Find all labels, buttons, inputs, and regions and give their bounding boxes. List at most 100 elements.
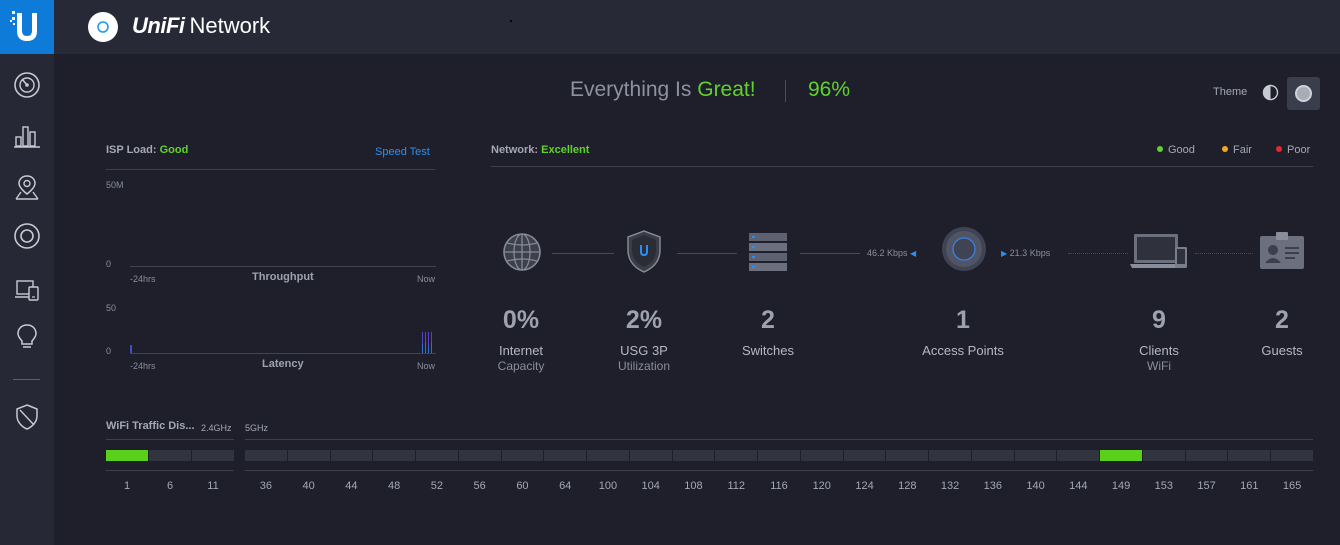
legend-poor-label: Poor	[1287, 144, 1311, 156]
usg-sub: Utilization	[617, 359, 671, 373]
channel-cell-100[interactable]	[587, 450, 629, 461]
internet-node[interactable]	[502, 232, 542, 277]
unifi-app-icon[interactable]	[87, 11, 119, 43]
latency-caption: Latency	[262, 358, 304, 370]
channel-cell-128[interactable]	[886, 450, 929, 461]
nav-dashboard[interactable]	[12, 70, 42, 100]
latency-bars	[422, 332, 432, 353]
channel-cell-11[interactable]	[192, 450, 234, 461]
nav-clients[interactable]	[12, 274, 42, 304]
channel-cell-161[interactable]	[1228, 450, 1271, 461]
nav-map[interactable]	[12, 172, 42, 202]
channel-cell-36[interactable]	[245, 450, 287, 461]
usg-utilization-value: 2%	[625, 306, 663, 334]
guests-node[interactable]	[1259, 232, 1305, 275]
channel-cell-52[interactable]	[416, 450, 458, 461]
status-score: 96%	[808, 78, 851, 101]
channel-label-161: 161	[1240, 480, 1259, 492]
speed-test-link[interactable]: Speed Test	[375, 146, 430, 158]
legend-good-label: Good	[1168, 144, 1195, 156]
clients-icon	[15, 280, 39, 301]
channel-cell-140[interactable]	[1014, 450, 1057, 461]
channel-label-60: 60	[516, 480, 529, 492]
band-24ghz-label: 2.4GHz	[201, 423, 232, 433]
brand-unifi: UniFi	[132, 13, 185, 38]
isp-load-value: Good	[159, 144, 189, 156]
channel-cell-48[interactable]	[373, 450, 416, 461]
isp-load-title: ISP Load: Good	[106, 144, 188, 156]
nav-divider	[13, 379, 40, 380]
nav-security[interactable]	[12, 402, 42, 432]
throughput-ymax: 50M	[106, 180, 124, 190]
switches-label: Switches	[741, 343, 795, 358]
channel-label-149: 149	[1111, 480, 1131, 492]
shield-icon	[16, 404, 38, 430]
status-headline: Everything Is Great!	[570, 78, 756, 102]
access-points-value: 1	[956, 306, 970, 334]
channel-cell-112[interactable]	[715, 450, 758, 461]
channel-cell-1[interactable]	[106, 450, 148, 461]
channel-cell-56[interactable]	[458, 450, 501, 461]
channel-label-153: 153	[1154, 480, 1173, 492]
decorative-dot	[510, 20, 512, 22]
sidebar	[0, 0, 54, 545]
ubiquiti-logo[interactable]	[0, 0, 54, 54]
switches-node[interactable]	[748, 232, 788, 277]
channel-label-100: 100	[598, 480, 618, 492]
channel-label-124: 124	[855, 480, 874, 492]
link-ap-clients	[1068, 253, 1128, 254]
channel-cell-124[interactable]	[843, 450, 886, 461]
channel-label-120: 120	[812, 480, 831, 492]
download-rate-value: 46.2 Kbps	[867, 248, 908, 258]
legend-good-dot	[1157, 146, 1163, 152]
channel-cell-149[interactable]	[1100, 450, 1142, 461]
channel-label-48: 48	[388, 480, 401, 492]
theme-dark-button[interactable]	[1287, 77, 1320, 110]
laptop-phone-icon	[1130, 234, 1187, 268]
legend-poor-dot	[1276, 146, 1282, 152]
statistics-icon	[14, 126, 40, 148]
usg-node[interactable]	[626, 230, 662, 279]
theme-toggle[interactable]	[1262, 84, 1279, 101]
channel-cell-120[interactable]	[800, 450, 843, 461]
band-24-bottom-line	[106, 470, 234, 471]
clients-sub: WiFi	[1147, 359, 1171, 373]
channel-cell-60[interactable]	[501, 450, 544, 461]
clients-node[interactable]	[1130, 233, 1190, 276]
nav-statistics[interactable]	[12, 121, 42, 151]
internet-sub: Capacity	[497, 359, 545, 373]
channel-cell-157[interactable]	[1185, 450, 1228, 461]
latency-start-mark	[130, 345, 132, 353]
nav-devices[interactable]	[12, 221, 42, 251]
legend-poor: Poor	[1276, 144, 1310, 156]
usg-label: USG 3P	[620, 343, 668, 358]
channel-cell-40[interactable]	[287, 450, 330, 461]
dashboard-icon	[14, 72, 40, 98]
channel-cell-132[interactable]	[929, 450, 971, 461]
channel-cell-116[interactable]	[758, 450, 800, 461]
latency-xstart: -24hrs	[130, 361, 156, 371]
access-points-label: Access Points	[922, 343, 1004, 358]
globe-icon	[503, 233, 541, 271]
status-value: Great!	[697, 78, 756, 101]
channel-cell-136[interactable]	[971, 450, 1014, 461]
channel-cell-165[interactable]	[1271, 450, 1313, 461]
network-divider	[491, 166, 1313, 167]
channel-cell-104[interactable]	[629, 450, 672, 461]
channel-label-157: 157	[1197, 480, 1216, 492]
channel-cell-64[interactable]	[544, 450, 587, 461]
channel-cell-44[interactable]	[330, 450, 373, 461]
channel-cell-108[interactable]	[672, 450, 715, 461]
channel-cell-144[interactable]	[1057, 450, 1100, 461]
latency-ymax: 50	[106, 303, 117, 313]
wifi-traffic-title: WiFi Traffic Dis...	[106, 420, 195, 432]
channel-label-104: 104	[641, 480, 660, 492]
theme-label: Theme	[1213, 86, 1248, 98]
channel-cell-6[interactable]	[149, 450, 191, 461]
network-title: Network: Excellent	[491, 144, 589, 156]
channel-cell-153[interactable]	[1142, 450, 1185, 461]
nav-insights[interactable]	[12, 321, 42, 351]
channel-label-44: 44	[345, 480, 358, 492]
access-point-node[interactable]	[941, 226, 987, 277]
switches-value: 2	[761, 306, 775, 334]
